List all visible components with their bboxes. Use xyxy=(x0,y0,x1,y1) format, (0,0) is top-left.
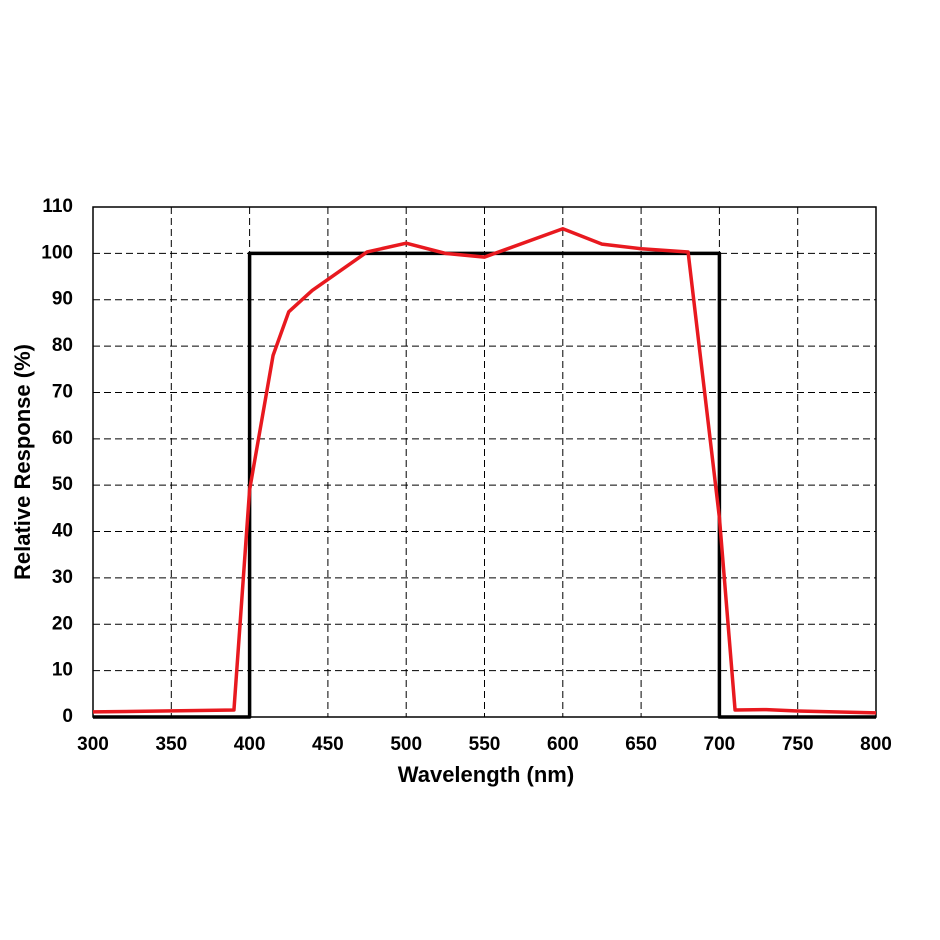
x-tick-label: 300 xyxy=(77,734,109,755)
x-tick-label: 500 xyxy=(390,734,422,755)
x-axis-label: Wavelength (nm) xyxy=(398,762,574,787)
y-tick-label: 10 xyxy=(52,660,73,681)
data-line xyxy=(92,227,877,715)
x-tick-label: 650 xyxy=(625,734,657,755)
x-tick-label: 700 xyxy=(704,734,736,755)
x-tick-label: 600 xyxy=(547,734,579,755)
y-tick-label: 60 xyxy=(52,428,73,449)
y-tick-label: 100 xyxy=(41,242,73,263)
x-tick-label: 450 xyxy=(312,734,344,755)
data-line xyxy=(93,251,876,719)
y-tick-label: 0 xyxy=(62,706,73,727)
x-tick-label: 550 xyxy=(469,734,501,755)
plot-frame xyxy=(92,206,877,718)
y-tick-label: 80 xyxy=(52,335,73,356)
x-tick-label: 400 xyxy=(234,734,266,755)
y-tick-label: 20 xyxy=(52,613,73,634)
y-tick-label: 90 xyxy=(52,289,73,310)
x-tick-label: 750 xyxy=(782,734,814,755)
x-tick-label: 350 xyxy=(155,734,187,755)
y-tick-label: 30 xyxy=(52,567,73,588)
y-tick-label: 40 xyxy=(52,521,73,542)
y-tick-label: 70 xyxy=(52,381,73,402)
y-tick-label: 50 xyxy=(52,474,73,495)
y-axis-label: Relative Response (%) xyxy=(10,344,35,580)
x-tick-label: 800 xyxy=(860,734,892,755)
y-tick-label: 110 xyxy=(42,196,73,217)
